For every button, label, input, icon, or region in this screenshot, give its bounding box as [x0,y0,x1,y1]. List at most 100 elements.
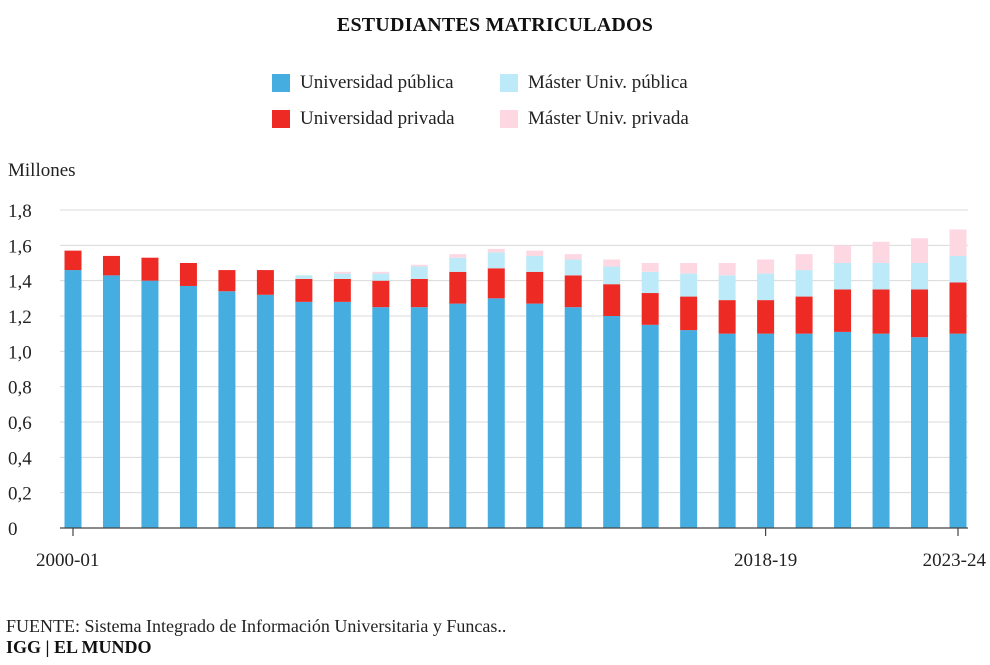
bar-segment [218,291,236,528]
bar-segment [757,259,775,274]
bar-segment [372,271,390,274]
bar-segment [834,263,852,290]
bar-segment [641,263,659,272]
bar-segment [64,250,82,271]
bar-segment [564,307,582,528]
bar-segment [718,300,736,334]
legend-label: Máster Univ. privada [528,108,689,129]
bar-segment [333,271,351,274]
bar-segment [372,307,390,528]
bar-segment [911,337,929,528]
y-tick-label: 1,4 [8,272,32,293]
bar-segment [911,238,929,263]
bar-segment [564,259,582,276]
bar-segment [487,268,505,299]
bar-segment [333,278,351,302]
bar-segment [795,270,813,297]
bar-segment [680,263,698,274]
bar-segment [333,301,351,528]
bar-segment [603,259,621,267]
bar-segment [64,270,82,528]
bar-segment [102,255,120,276]
bar-segment [102,275,120,528]
bar-segment [680,330,698,528]
legend-item-master-publica: Máster Univ. pública [500,72,688,94]
bar-segment [141,280,159,528]
bar-segment [256,270,274,295]
bar-segment [526,271,544,304]
bar-segment [795,333,813,528]
bar-segment [680,296,698,331]
bar-segment [911,263,929,290]
bar-segment [641,271,659,294]
bar-segment [526,255,544,272]
bar-segment [141,257,159,281]
stacked-bar-chart: 0 0,2 0,4 0,6 0,8 1,0 1,2 1,4 1,6 1,8 2000-01 2018-… [8,201,986,571]
bar-segment [526,250,544,256]
bar-segment [410,264,428,267]
bar-segment [449,271,467,304]
bar-segment [757,273,775,301]
y-tick-label: 1,0 [8,342,32,363]
legend-item-universidad-privada: Universidad privada [272,108,455,130]
bar-segment [757,333,775,528]
bar-segment [179,263,197,286]
x-tick-label: 2018-19 [734,550,797,571]
y-tick-label: 0,4 [8,448,32,469]
legend-label: Universidad pública [300,72,454,93]
bar-segment [680,273,698,297]
bar-segment [834,331,852,528]
bar-segment [410,307,428,528]
bar-segment [449,257,467,272]
bar-segment [949,229,967,256]
bar-segment [949,255,967,283]
bar-segment [295,278,313,302]
bar-segment [449,303,467,528]
bar-segment [526,303,544,528]
bar-segment [718,333,736,528]
bar-segment [949,333,967,528]
bar-segment [795,296,813,334]
source-note: FUENTE: Sistema Integrado de Información… [6,616,507,636]
bar-segment [834,245,852,263]
bar-segment [295,275,313,279]
bar-segment [603,284,621,316]
y-tick-label: 0,6 [8,413,32,434]
y-tick-label: 1,6 [8,236,32,257]
legend-label: Máster Univ. pública [528,72,688,93]
bar-segment [218,270,236,292]
x-tick-label: 2000-01 [36,550,99,571]
bar-segment [757,300,775,334]
chart-title: ESTUDIANTES MATRICULADOS [336,14,654,36]
bar-segment [911,289,929,338]
bar-segment [872,333,890,528]
bar-segment [487,252,505,269]
y-tick-label: 1,8 [8,201,32,222]
bar-segment [487,298,505,528]
bar-segment [795,254,813,271]
legend-swatch [500,110,518,128]
y-tick-label: 0 [8,519,18,540]
legend-label: Universidad privada [300,108,455,129]
bar-segment [449,254,467,258]
y-tick-label: 1,2 [8,307,32,328]
bar-segment [641,324,659,528]
bar-segment [872,289,890,334]
bar-segment [718,275,736,301]
y-tick-label: 0,8 [8,378,32,399]
bar-segment [372,273,390,281]
bar-segment [256,294,274,528]
bar-segment [718,263,736,276]
bar-segment [641,293,659,325]
bar-segment [603,266,621,285]
bar-segment [410,278,428,308]
legend-item-universidad-publica: Universidad pública [272,72,454,94]
legend-swatch [272,74,290,92]
bar-segment [333,273,351,279]
y-axis-label: Millones [8,160,76,181]
bar-segment [179,285,197,528]
bar-segment [949,282,967,334]
bar-segment [834,289,852,332]
bar-segment [872,241,890,263]
bar-segment [295,301,313,528]
